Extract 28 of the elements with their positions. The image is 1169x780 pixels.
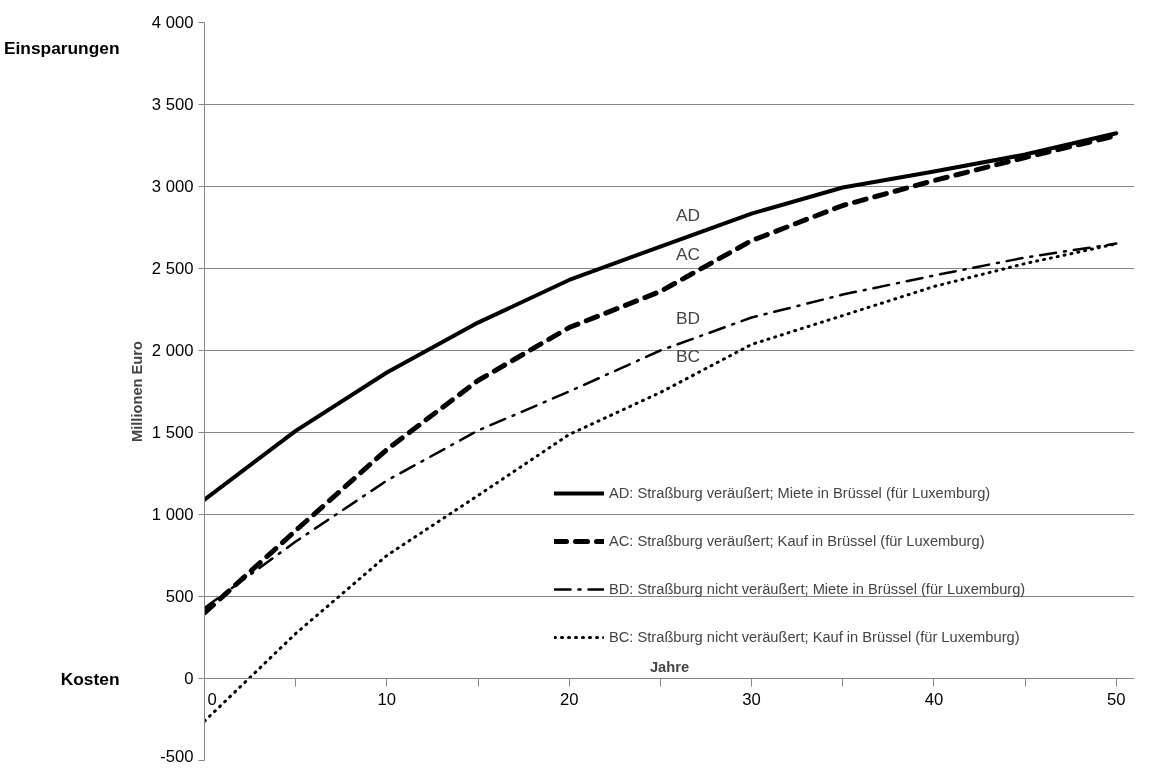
legend-label: BC: Straßburg nicht veräußert; Kauf in Brüssel (für Luxemburg) xyxy=(609,628,1020,647)
annotation: AD xyxy=(676,204,701,225)
legend-label: AC: Straßburg veräußert; Kauf in Brüssel (für Luxemburg) xyxy=(609,532,985,551)
annotation: BC xyxy=(676,345,701,366)
x-tick-label: 50 xyxy=(1107,689,1126,709)
y-tick-label: 500 xyxy=(165,587,194,606)
y-tick-label: 1 000 xyxy=(151,505,194,524)
y-tick-label: 3 500 xyxy=(151,95,194,114)
y-tick-label: -500 xyxy=(160,746,194,766)
x-tick-label: 10 xyxy=(377,689,397,709)
x-tick-label: 40 xyxy=(924,689,944,709)
x-tick-label: 0 xyxy=(207,689,217,709)
legend-label: AD: Straßburg veräußert; Miete in Brüssel (für Luxemburg) xyxy=(609,484,991,503)
text: Einsparungen xyxy=(3,38,120,59)
annotation: AC xyxy=(676,244,701,264)
x-tick-label: 20 xyxy=(559,689,579,709)
y-tick-label: 3 000 xyxy=(151,177,194,196)
y-tick-label: 4 000 xyxy=(151,13,194,32)
y-tick-label: 0 xyxy=(184,669,194,688)
y-axis-title: Millionen Euro xyxy=(128,340,145,442)
x-axis-title: Jahre xyxy=(649,658,690,675)
y-tick-label: 2 000 xyxy=(151,341,194,360)
text: Kosten xyxy=(60,668,120,689)
x-tick-label: 30 xyxy=(742,689,761,709)
annotation: BD xyxy=(676,308,701,329)
legend-label: BD: Straßburg nicht veräußert; Miete in Brüssel (für Luxemburg) xyxy=(609,580,1026,599)
y-tick-label: 1 500 xyxy=(151,423,194,442)
y-tick-label: 2 500 xyxy=(151,259,194,278)
